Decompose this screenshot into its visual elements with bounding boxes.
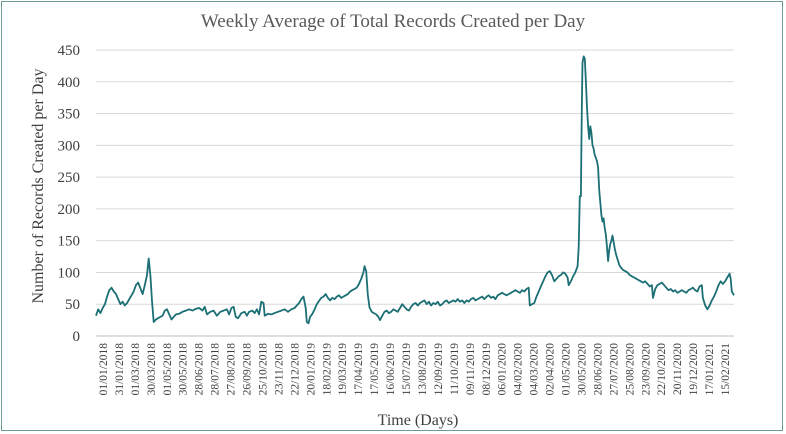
x-tick-label: 02/04/2020 (545, 343, 557, 396)
x-tick-label: 01/03/2018 (130, 343, 142, 396)
y-axis-title: Number of Records Created per Day (30, 68, 47, 303)
x-tick-label: 23/09/2020 (640, 343, 652, 396)
y-tick-label: 450 (58, 43, 81, 59)
x-tick-label: 01/05/2018 (162, 343, 174, 396)
y-tick-label: 0 (73, 329, 81, 345)
y-tick-label: 300 (58, 138, 81, 154)
chart-title: Weekly Average of Total Records Created … (201, 11, 586, 32)
x-tick-label: 20/01/2019 (305, 343, 317, 396)
x-tick-label: 17/04/2019 (353, 343, 365, 396)
series-line-0 (95, 55, 735, 325)
x-tick-label: 04/03/2020 (529, 343, 541, 396)
x-tick-label: 01/05/2020 (561, 343, 573, 396)
x-tick-label: 09/11/2019 (465, 343, 477, 395)
x-tick-label: 27/08/2018 (226, 343, 238, 396)
y-tick-label: 350 (58, 107, 81, 123)
y-tick-label: 200 (58, 202, 81, 218)
y-tick-label: 250 (58, 170, 81, 186)
x-tick-label: 17/01/2021 (704, 343, 716, 396)
y-tick-label: 50 (65, 297, 80, 313)
x-tick-label: 08/12/2019 (481, 343, 493, 396)
x-tick-label: 19/03/2019 (337, 343, 349, 396)
x-tick-label: 12/09/2019 (433, 343, 445, 396)
x-tick-label: 17/05/2019 (369, 343, 381, 396)
x-tick-label: 04/02/2020 (513, 343, 525, 396)
x-tick-label: 20/11/2020 (672, 343, 684, 395)
x-tick-label: 15/02/2021 (720, 343, 732, 396)
x-tick-label: 16/06/2019 (385, 343, 397, 396)
x-tick-label: 30/05/2018 (178, 343, 190, 396)
x-tick-label: 28/06/2018 (194, 343, 206, 396)
x-tick-label: 18/02/2019 (321, 343, 333, 396)
grid-lines (96, 49, 734, 337)
x-tick-label: 11/10/2019 (449, 343, 461, 395)
x-tick-label: 25/10/2018 (258, 343, 270, 396)
x-tick-label: 13/08/2019 (417, 343, 429, 396)
x-tick-label: 31/01/2018 (114, 343, 126, 396)
y-tick-label: 100 (58, 265, 81, 281)
x-tick-label: 30/05/2020 (577, 343, 589, 396)
x-tick-label: 25/08/2020 (624, 343, 636, 396)
x-tick-label: 26/09/2018 (242, 343, 254, 396)
x-tick-label: 22/12/2018 (289, 343, 301, 396)
x-tick-label: 19/12/2020 (688, 343, 700, 396)
x-tick-label: 01/01/2018 (98, 343, 110, 396)
x-tick-label: 28/06/2020 (592, 343, 604, 396)
y-tick-label: 400 (58, 75, 81, 91)
x-tick-label: 28/07/2018 (210, 343, 222, 396)
x-axis-title: Time (Days) (378, 412, 459, 429)
x-tick-label: 23/11/2018 (273, 343, 285, 395)
x-axis-ticks: 01/01/2018 31/01/2018 01/03/2018 30/03/2018… (98, 343, 732, 396)
x-tick-label: 06/01/2020 (497, 343, 509, 396)
series-group (95, 55, 735, 325)
x-tick-label: 27/07/2020 (608, 343, 620, 396)
x-tick-label: 30/03/2018 (146, 343, 158, 396)
y-axis-ticks: 0 50 100 150 200 250 300 350 400 450 (58, 43, 81, 345)
y-tick-label: 150 (58, 234, 81, 250)
x-tick-label: 15/07/2019 (401, 343, 413, 396)
x-tick-label: 22/10/2020 (656, 343, 668, 396)
